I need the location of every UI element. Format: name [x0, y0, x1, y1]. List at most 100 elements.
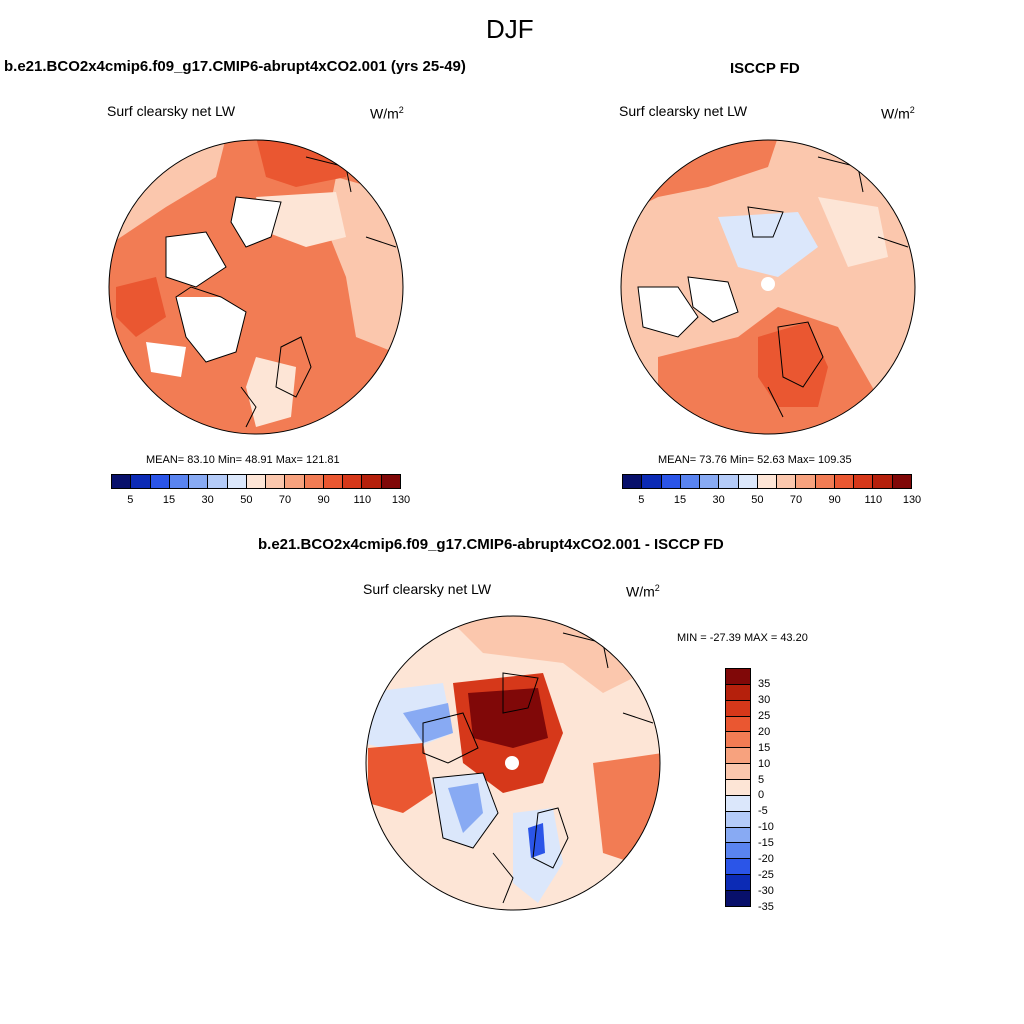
colorbar-tick-label: 90 [317, 494, 330, 506]
colorbar-swatch [362, 475, 382, 488]
colorbar-tick-label: 20 [758, 725, 771, 738]
model-units-exponent: 2 [398, 105, 404, 115]
colorbar-tick-label: 30 [201, 494, 214, 506]
model-units-base: W/m [370, 105, 399, 122]
obs-min-label: Min= [729, 454, 755, 466]
model-map-border [108, 139, 404, 435]
diff-units-base: W/m [626, 583, 655, 600]
colorbar-swatch [661, 475, 681, 488]
colorbar-swatch [726, 875, 750, 892]
colorbar-swatch [642, 475, 662, 488]
colorbar-tick-label: 30 [758, 693, 771, 706]
colorbar-tick-label: 25 [758, 709, 771, 722]
diff-field-blue-mid [403, 703, 453, 743]
colorbar-swatch [189, 475, 209, 488]
model-field-land-north [231, 197, 281, 247]
colorbar-swatch [726, 716, 750, 733]
model-mean-label: MEAN= [146, 454, 185, 466]
colorbar-swatch [227, 475, 247, 488]
colorbar-tick-label: -25 [758, 869, 774, 882]
obs-field-land-west [688, 277, 738, 322]
colorbar-tick-label: 15 [673, 494, 687, 506]
colorbar-tick-label: 50 [751, 494, 764, 506]
colorbar-tick-label: 10 [758, 757, 771, 770]
colorbar-swatch [285, 475, 305, 488]
colorbar-swatch [815, 475, 835, 488]
colorbar-swatch [623, 475, 643, 488]
obs-field-paler-east [818, 197, 888, 267]
model-coastlines [165, 156, 397, 428]
colorbar-tick-label: 110 [864, 494, 883, 506]
colorbar-tick-label: 0 [758, 789, 765, 802]
obs-max-label: Max= [787, 454, 815, 466]
diff-polar-map [365, 615, 661, 911]
model-max-label: Max= [275, 454, 303, 466]
colorbar-swatch [796, 475, 816, 488]
model-units-label: W/m2 [370, 105, 404, 122]
model-panel-title: b.e21.BCO2x4cmip6.f09_g17.CMIP6-abrupt4x… [4, 58, 466, 75]
colorbar-swatch [834, 475, 855, 488]
diff-panel-title: b.e21.BCO2x4cmip6.f09_g17.CMIP6-abrupt4x… [258, 536, 724, 553]
model-min-label: Min= [217, 454, 243, 466]
model-field-land-west [146, 342, 186, 377]
obs-variable-label: Surf clearsky net LW [619, 103, 748, 119]
colorbar-swatch [150, 475, 170, 488]
colorbar-swatch [726, 780, 750, 796]
obs-map-border [620, 139, 916, 435]
colorbar-swatch [112, 475, 132, 488]
colorbar-tick-label: 15 [162, 494, 176, 506]
colorbar-tick-label: 30 [712, 494, 725, 506]
colorbar-swatch [726, 732, 750, 749]
model-colorbar-labels: 5 15 30 50 70 90 110 130 [111, 494, 410, 508]
diff-units-exponent: 2 [654, 583, 660, 593]
obs-field-blue-pale [718, 212, 818, 277]
colorbar-tick-label: 70 [278, 494, 292, 506]
colorbar-swatch [738, 475, 758, 488]
diff-colorbar-labels: 35 30 25 20 15 10 5 0 -5 -10 -15 -20 -25 -30 -35 [758, 668, 798, 913]
colorbar-swatch [343, 475, 363, 488]
colorbar-swatch [726, 811, 750, 828]
model-min-value: 48.91 [245, 454, 273, 466]
colorbar-swatch [680, 475, 701, 488]
colorbar-tick-label: 5 [127, 494, 134, 506]
diff-variable-label: Surf clearsky net LW [363, 581, 492, 597]
colorbar-swatch [854, 475, 874, 488]
colorbar-tick-label: 130 [902, 494, 922, 506]
colorbar-swatch [726, 827, 750, 844]
colorbar-swatch [726, 764, 750, 781]
obs-polar-map [620, 139, 916, 435]
diff-colorbar [725, 668, 751, 907]
colorbar-swatch [304, 475, 324, 488]
obs-stats: MEAN= 73.76 Min= 52.63 Max= 109.35 [658, 454, 852, 466]
colorbar-swatch [726, 684, 750, 701]
colorbar-swatch [757, 475, 778, 488]
colorbar-swatch [726, 669, 750, 685]
colorbar-tick-label: 130 [391, 494, 411, 506]
colorbar-tick-label: -5 [758, 805, 768, 818]
diff-pole-hole [505, 756, 519, 770]
obs-mean-label: MEAN= [658, 454, 697, 466]
model-max-value: 121.81 [305, 454, 340, 466]
colorbar-swatch [726, 891, 750, 906]
colorbar-swatch [246, 475, 267, 488]
obs-field-mid-south [758, 322, 828, 407]
colorbar-swatch [700, 475, 720, 488]
colorbar-tick-label: 5 [758, 773, 765, 786]
diff-minmax: MIN = -27.39 MAX = 43.20 [677, 632, 808, 644]
diff-coastlines [422, 632, 654, 904]
colorbar-tick-label: -15 [758, 837, 774, 850]
colorbar-swatch [726, 795, 750, 812]
colorbar-tick-label: 5 [638, 494, 645, 506]
obs-panel-title: ISCCP FD [730, 60, 800, 77]
obs-units-label: W/m2 [881, 105, 915, 122]
diff-units-label: W/m2 [626, 583, 660, 600]
colorbar-swatch [131, 475, 151, 488]
model-stats: MEAN= 83.10 Min= 48.91 Max= 121.81 [146, 454, 340, 466]
obs-units-base: W/m [881, 105, 910, 122]
model-colorbar [111, 474, 401, 489]
colorbar-tick-label: 50 [240, 494, 253, 506]
obs-min-value: 52.63 [757, 454, 785, 466]
colorbar-tick-label: 35 [758, 677, 771, 690]
colorbar-swatch [323, 475, 344, 488]
model-field-deep-region-west [116, 277, 166, 337]
